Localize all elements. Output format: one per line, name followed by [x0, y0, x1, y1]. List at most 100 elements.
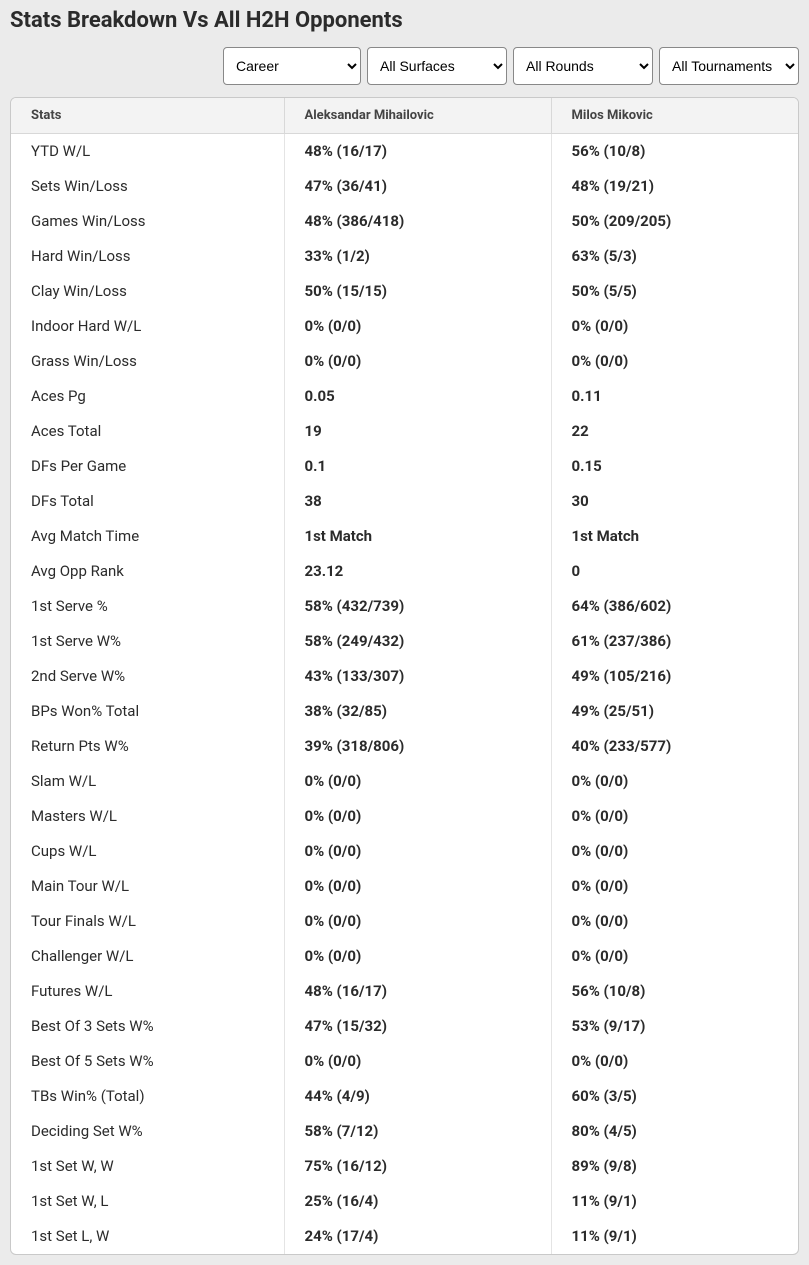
- stat-value-p2: 48% (19/21): [551, 169, 798, 204]
- header-stats: Stats: [11, 98, 284, 134]
- table-row: Tour Finals W/L0% (0/0)0% (0/0): [11, 904, 798, 939]
- stat-value-p2: 80% (4/5): [551, 1114, 798, 1149]
- stat-value-p1: 48% (16/17): [284, 974, 551, 1009]
- stat-value-p2: 0: [551, 554, 798, 589]
- stat-value-p2: 50% (5/5): [551, 274, 798, 309]
- stat-value-p2: 0.11: [551, 379, 798, 414]
- stat-value-p2: 11% (9/1): [551, 1219, 798, 1254]
- stat-value-p1: 0.05: [284, 379, 551, 414]
- table-row: 1st Set W, L25% (16/4)11% (9/1): [11, 1184, 798, 1219]
- table-row: DFs Total3830: [11, 484, 798, 519]
- filter-tournament-select[interactable]: All Tournaments: [659, 47, 799, 85]
- stat-label: Aces Pg: [11, 379, 284, 414]
- stat-label: Avg Match Time: [11, 519, 284, 554]
- stat-label: Best Of 3 Sets W%: [11, 1009, 284, 1044]
- stat-value-p1: 0% (0/0): [284, 799, 551, 834]
- stat-label: Cups W/L: [11, 834, 284, 869]
- stat-value-p1: 0% (0/0): [284, 834, 551, 869]
- table-row: Clay Win/Loss50% (15/15)50% (5/5): [11, 274, 798, 309]
- header-player-2: Milos Mikovic: [551, 98, 798, 134]
- stat-value-p1: 0% (0/0): [284, 869, 551, 904]
- stat-label: Sets Win/Loss: [11, 169, 284, 204]
- stats-table: Stats Aleksandar Mihailovic Milos Mikovi…: [11, 98, 798, 1254]
- stat-value-p1: 1st Match: [284, 519, 551, 554]
- page-title: Stats Breakdown Vs All H2H Opponents: [10, 8, 799, 33]
- stat-value-p2: 49% (105/216): [551, 659, 798, 694]
- table-row: Challenger W/L0% (0/0)0% (0/0): [11, 939, 798, 974]
- stat-value-p2: 0% (0/0): [551, 799, 798, 834]
- table-row: Avg Opp Rank23.120: [11, 554, 798, 589]
- table-row: Masters W/L0% (0/0)0% (0/0): [11, 799, 798, 834]
- stat-label: Grass Win/Loss: [11, 344, 284, 379]
- stat-label: 1st Set W, W: [11, 1149, 284, 1184]
- stats-card: Stats Aleksandar Mihailovic Milos Mikovi…: [10, 97, 799, 1255]
- table-row: Aces Pg0.050.11: [11, 379, 798, 414]
- stat-label: 1st Set W, L: [11, 1184, 284, 1219]
- stat-value-p1: 38: [284, 484, 551, 519]
- stat-value-p2: 56% (10/8): [551, 974, 798, 1009]
- stat-value-p2: 63% (5/3): [551, 239, 798, 274]
- stat-value-p2: 0% (0/0): [551, 1044, 798, 1079]
- stat-value-p1: 47% (15/32): [284, 1009, 551, 1044]
- stat-value-p2: 11% (9/1): [551, 1184, 798, 1219]
- stat-label: YTD W/L: [11, 134, 284, 169]
- filter-surface-select[interactable]: All Surfaces: [367, 47, 507, 85]
- table-row: BPs Won% Total38% (32/85)49% (25/51): [11, 694, 798, 729]
- table-row: Indoor Hard W/L0% (0/0)0% (0/0): [11, 309, 798, 344]
- stat-value-p1: 39% (318/806): [284, 729, 551, 764]
- table-row: Grass Win/Loss0% (0/0)0% (0/0): [11, 344, 798, 379]
- table-row: DFs Per Game0.10.15: [11, 449, 798, 484]
- stat-value-p2: 0% (0/0): [551, 834, 798, 869]
- stat-label: Aces Total: [11, 414, 284, 449]
- stat-value-p1: 33% (1/2): [284, 239, 551, 274]
- table-row: 2nd Serve W%43% (133/307)49% (105/216): [11, 659, 798, 694]
- filter-time-select[interactable]: Career: [223, 47, 361, 85]
- stat-value-p2: 30: [551, 484, 798, 519]
- stat-label: Futures W/L: [11, 974, 284, 1009]
- table-row: Slam W/L0% (0/0)0% (0/0): [11, 764, 798, 799]
- stat-value-p2: 0% (0/0): [551, 939, 798, 974]
- stat-label: 1st Set L, W: [11, 1219, 284, 1254]
- stat-value-p2: 1st Match: [551, 519, 798, 554]
- stat-value-p1: 58% (249/432): [284, 624, 551, 659]
- table-row: 1st Serve %58% (432/739)64% (386/602): [11, 589, 798, 624]
- stat-value-p1: 43% (133/307): [284, 659, 551, 694]
- table-row: Sets Win/Loss47% (36/41)48% (19/21): [11, 169, 798, 204]
- filter-round-select[interactable]: All Rounds: [513, 47, 653, 85]
- table-row: Deciding Set W%58% (7/12)80% (4/5): [11, 1114, 798, 1149]
- table-row: Best Of 3 Sets W%47% (15/32)53% (9/17): [11, 1009, 798, 1044]
- stat-value-p1: 38% (32/85): [284, 694, 551, 729]
- stat-label: Best Of 5 Sets W%: [11, 1044, 284, 1079]
- table-row: Avg Match Time1st Match1st Match: [11, 519, 798, 554]
- table-row: Hard Win/Loss33% (1/2)63% (5/3): [11, 239, 798, 274]
- stat-value-p2: 0% (0/0): [551, 344, 798, 379]
- stat-value-p2: 53% (9/17): [551, 1009, 798, 1044]
- stat-value-p2: 89% (9/8): [551, 1149, 798, 1184]
- table-row: 1st Set L, W24% (17/4)11% (9/1): [11, 1219, 798, 1254]
- stat-label: Hard Win/Loss: [11, 239, 284, 274]
- stat-value-p1: 19: [284, 414, 551, 449]
- table-row: 1st Serve W%58% (249/432)61% (237/386): [11, 624, 798, 659]
- stat-value-p2: 22: [551, 414, 798, 449]
- stat-value-p2: 56% (10/8): [551, 134, 798, 169]
- stat-value-p1: 0% (0/0): [284, 344, 551, 379]
- stat-label: Games Win/Loss: [11, 204, 284, 239]
- stat-value-p1: 0% (0/0): [284, 939, 551, 974]
- stat-value-p2: 0% (0/0): [551, 904, 798, 939]
- stat-label: Main Tour W/L: [11, 869, 284, 904]
- stat-value-p2: 50% (209/205): [551, 204, 798, 239]
- stat-label: DFs Per Game: [11, 449, 284, 484]
- stat-value-p1: 25% (16/4): [284, 1184, 551, 1219]
- stat-value-p1: 58% (7/12): [284, 1114, 551, 1149]
- stat-value-p1: 0% (0/0): [284, 764, 551, 799]
- stat-label: Avg Opp Rank: [11, 554, 284, 589]
- stat-label: Challenger W/L: [11, 939, 284, 974]
- stat-value-p2: 64% (386/602): [551, 589, 798, 624]
- stat-label: DFs Total: [11, 484, 284, 519]
- stat-label: Deciding Set W%: [11, 1114, 284, 1149]
- stat-value-p1: 48% (386/418): [284, 204, 551, 239]
- stat-value-p2: 60% (3/5): [551, 1079, 798, 1114]
- stat-value-p1: 58% (432/739): [284, 589, 551, 624]
- table-row: Futures W/L48% (16/17)56% (10/8): [11, 974, 798, 1009]
- stat-value-p1: 0.1: [284, 449, 551, 484]
